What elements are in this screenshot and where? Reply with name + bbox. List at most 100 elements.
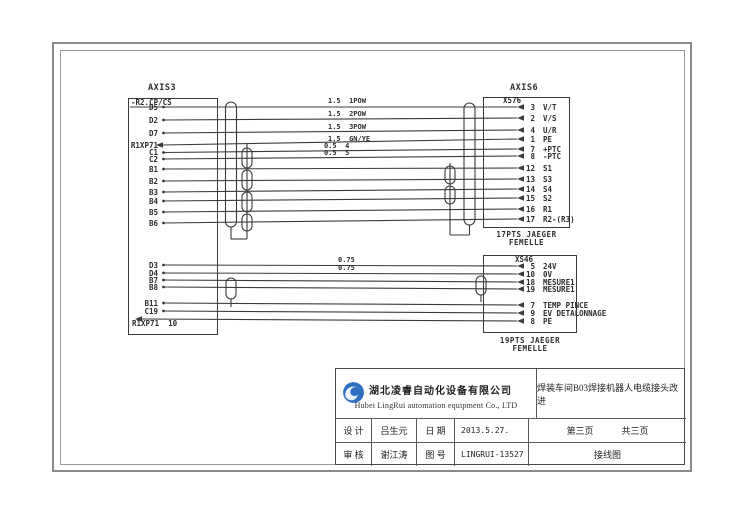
check-label: 审 核 <box>336 442 371 466</box>
wire-label: 0.5 5 <box>324 149 350 157</box>
pin-name: S2 <box>543 194 553 203</box>
axis6-pin: 3 V/T <box>521 103 557 112</box>
axis3-pin: B8 <box>148 283 158 292</box>
axis3-pin: R1XP71 <box>130 141 158 150</box>
pin-name: MESURE1 <box>543 278 575 287</box>
pin-number: 7 <box>530 145 535 154</box>
axis6-caption-line2: FEMELLE <box>508 238 545 247</box>
page-current: 第三页 <box>566 426 594 436</box>
axis6-pin: 17 R2-(R3) <box>521 215 575 224</box>
xs46-connector-label: XS46 <box>515 255 534 264</box>
date-value: 2013.5.27. <box>454 418 528 442</box>
axis6-caption-line1: 17PTS JAEGER <box>496 230 557 239</box>
pin-number: 7 <box>530 301 535 310</box>
wire-label: 1.5 1POW <box>328 97 366 105</box>
company-cell: 湖北凌睿自动化设备有限公司 Hubei LingRui automation e… <box>336 369 536 418</box>
drawing-no-value: LINGRUI-13527 <box>454 442 528 466</box>
axis3-pin: B3 <box>148 188 158 197</box>
pin-number: 18 <box>525 278 535 287</box>
axis6-title: AXIS6 <box>510 83 539 93</box>
xs46-pin: 8 PE <box>521 317 552 326</box>
date-label: 日 期 <box>416 418 454 442</box>
axis3-pin: C2 <box>148 155 158 164</box>
axis6-pin: 16 R1 <box>521 205 552 214</box>
pin-name: V/S <box>543 114 557 123</box>
wire-label: 0.75 <box>338 264 355 272</box>
axis6-pin: 12 S1 <box>521 164 552 173</box>
axis6-box <box>483 97 570 228</box>
pin-number: 15 <box>525 194 535 203</box>
xs46-pin: 9 EV DETALONNAGE <box>521 309 606 318</box>
pin-name: MESURE1 <box>543 285 575 294</box>
company-logo-icon <box>341 380 366 405</box>
axis3-pin: D4 <box>148 269 158 278</box>
axis3-pin: B2 <box>148 177 158 186</box>
pin-number: 13 <box>525 175 535 184</box>
xs46-box <box>483 255 577 333</box>
pin-number: 9 <box>530 309 535 318</box>
pin-name: 24V <box>543 262 557 271</box>
wire-label: 1.5 3POW <box>328 123 366 131</box>
wire-label: 0.5 4 <box>324 142 350 150</box>
axis6-pin: 14 S4 <box>521 185 552 194</box>
axis3-pin: B5 <box>148 208 158 217</box>
pin-name: S1 <box>543 164 553 173</box>
wire-label: 0.75 <box>338 256 355 264</box>
pin-name: U/R <box>543 126 557 135</box>
pin-name: 0V <box>543 270 553 279</box>
title-block: 湖北凌睿自动化设备有限公司 Hubei LingRui automation e… <box>335 368 686 466</box>
company-name-cn: 湖北凌睿自动化设备有限公司 <box>369 386 512 397</box>
pin-name: S4 <box>543 185 553 194</box>
axis6-pin: 2 V/S <box>521 114 557 123</box>
checker-name: 谢江涛 <box>371 442 416 466</box>
pin-name: PE <box>543 135 553 144</box>
xs46-pin: 10 0V <box>521 270 552 279</box>
pin-name: PE <box>543 317 553 326</box>
axis3-footer-label: R1XP71 10 <box>132 319 178 328</box>
xs46-pin: 7 TEMP PINCE <box>521 301 588 310</box>
pin-name: S3 <box>543 175 553 184</box>
axis3-title: AXIS3 <box>148 83 177 93</box>
axis3-pin: D5 <box>148 103 158 112</box>
axis6-pin: 8 -PTC <box>521 152 561 161</box>
axis6-pin: 4 U/R <box>521 126 557 135</box>
company-name-en: Hubei LingRui automation equipment Co., … <box>354 401 518 410</box>
xs46-caption-line1: 19PTS JAEGER <box>499 336 561 345</box>
drawing-type: 接线图 <box>528 442 686 466</box>
axis6-pin: 1 PE <box>521 135 552 144</box>
pin-number: 14 <box>525 185 535 194</box>
axis3-header-label: -R2.CP/CS <box>131 98 172 107</box>
axis3-pin: D3 <box>148 261 158 270</box>
pin-number: 5 <box>530 262 535 271</box>
axis3-pin: B6 <box>148 219 158 228</box>
xs46-pin: 19 MESURE1 <box>521 285 575 294</box>
wire-label: 1.5 2POW <box>328 110 366 118</box>
pin-name: +PTC <box>543 145 562 154</box>
pin-number: 12 <box>525 164 535 173</box>
axis3-pin: B7 <box>148 276 158 285</box>
pin-number: 3 <box>530 103 535 112</box>
xs46-pin: 5 24V <box>521 262 557 271</box>
pin-name: R1 <box>543 205 553 214</box>
outer-border <box>52 42 692 472</box>
axis3-pin: D2 <box>148 116 158 125</box>
pin-name: R2-(R3) <box>543 215 575 224</box>
drawing-no-label: 图 号 <box>416 442 454 466</box>
axis6-pin: 15 S2 <box>521 194 552 203</box>
pin-name: V/T <box>543 103 557 112</box>
page-total: 共三页 <box>621 426 649 436</box>
wire-label: 1.5 GN/YE <box>328 135 371 143</box>
pin-number: 10 <box>525 270 535 279</box>
pin-number: 8 <box>530 317 535 326</box>
pin-number: 16 <box>525 205 535 214</box>
designer-name: 吕生元 <box>371 418 416 442</box>
axis3-pin: B4 <box>148 197 158 206</box>
pin-name: TEMP PINCE <box>543 301 589 310</box>
axis6-pin: 13 S3 <box>521 175 552 184</box>
xs46-caption-line2: FEMELLE <box>512 344 548 353</box>
pin-number: 17 <box>525 215 535 224</box>
axis3-pin: C1 <box>148 148 158 157</box>
axis3-pin: B1 <box>148 165 158 174</box>
pin-number: 4 <box>530 126 535 135</box>
